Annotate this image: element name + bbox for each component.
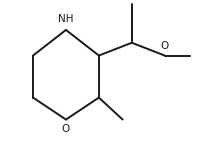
Text: O: O	[62, 124, 70, 134]
Text: NH: NH	[58, 14, 74, 24]
Text: O: O	[160, 41, 169, 51]
